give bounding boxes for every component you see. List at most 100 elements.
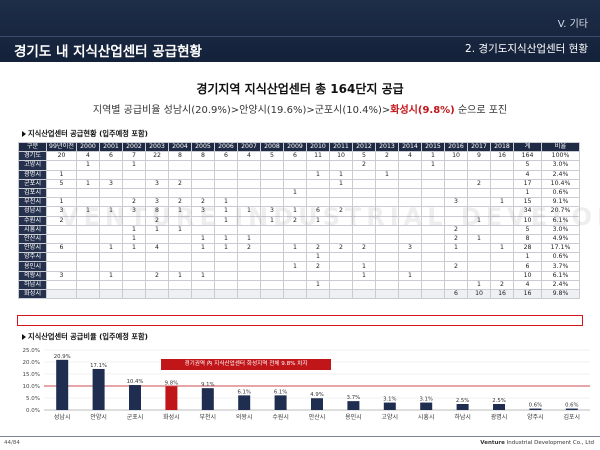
table-cell: 2 bbox=[352, 243, 376, 254]
table-cell: 8 bbox=[513, 233, 542, 245]
table-cell: 6 bbox=[444, 288, 468, 300]
table-cell: 2 bbox=[168, 178, 192, 189]
table-cell bbox=[237, 178, 261, 189]
table-cell bbox=[260, 243, 284, 254]
table-cell bbox=[467, 160, 491, 171]
supply-table: 구분 99년이전 2000 2001 2002 2003 2004 2005 2006 2007 2… bbox=[18, 141, 580, 300]
table-cell: 2 bbox=[375, 151, 399, 162]
table-cell: 4.9% bbox=[541, 233, 580, 245]
table-cell bbox=[237, 270, 261, 281]
region-name-cell: 하남시 bbox=[18, 279, 47, 291]
table-cell bbox=[306, 160, 330, 171]
table-cell bbox=[421, 233, 445, 245]
table-cell: 2.4% bbox=[541, 169, 580, 180]
region-name-cell: 성남시 bbox=[18, 206, 47, 217]
table-cell bbox=[76, 279, 100, 291]
table-cell: 1 bbox=[214, 243, 238, 254]
table-header-cell: 2005 bbox=[191, 141, 215, 153]
table-cell bbox=[283, 288, 307, 300]
table-cell bbox=[145, 233, 169, 245]
table-cell bbox=[352, 252, 376, 263]
table-row: 양주시 1 1 0.6% bbox=[18, 252, 580, 263]
table-cell bbox=[191, 261, 215, 272]
table-cell: 2 bbox=[237, 243, 261, 254]
data-label: 6.1% bbox=[274, 389, 287, 395]
table-cell bbox=[46, 187, 77, 199]
table-cell bbox=[421, 243, 445, 254]
table-cell bbox=[398, 279, 422, 291]
table-cell: 1 bbox=[421, 160, 445, 171]
table-cell: 3 bbox=[145, 178, 169, 189]
page-number: 44/84 bbox=[4, 440, 20, 446]
region-name-cell: 광명시 bbox=[18, 169, 47, 180]
region-name-cell: 양주시 bbox=[18, 252, 47, 263]
table-cell: 2 bbox=[444, 261, 468, 272]
table-cell: 22 bbox=[145, 151, 169, 162]
table-cell bbox=[260, 261, 284, 272]
bar bbox=[56, 359, 69, 410]
table-cell bbox=[122, 187, 146, 199]
data-label: 6.1% bbox=[237, 389, 250, 395]
category-label: 용인시 bbox=[345, 414, 362, 421]
table-cell bbox=[145, 187, 169, 199]
table-row: 용인시 1 2 1 2 6 3.7% bbox=[18, 261, 580, 272]
data-label: 3.7% bbox=[347, 395, 360, 401]
table-cell bbox=[168, 261, 192, 272]
table-cell bbox=[237, 279, 261, 291]
table-cell: 0.6% bbox=[541, 187, 580, 199]
region-name-cell: 안양시 bbox=[18, 243, 47, 254]
table-cell: 1 bbox=[306, 279, 330, 291]
table-cell bbox=[168, 288, 192, 300]
subline: 지역별 공급비율 성남시(20.9%)>안양시(19.6%)>군포시(10.4%… bbox=[0, 101, 600, 116]
table-cell bbox=[398, 187, 422, 199]
table-cell: 10 bbox=[513, 270, 542, 281]
table-cell bbox=[145, 169, 169, 180]
table-cell: 2 bbox=[352, 160, 376, 171]
table-cell: 1 bbox=[76, 160, 100, 171]
table-cell bbox=[214, 261, 238, 272]
table-cell bbox=[352, 178, 376, 189]
region-name-cell: 고양시 bbox=[18, 160, 47, 171]
table-cell bbox=[260, 279, 284, 291]
y-tick-label: 0.0% bbox=[26, 408, 40, 414]
table-cell bbox=[421, 270, 445, 281]
table-section-label: 지식산업센터 공급현황 (입주예정 포함) bbox=[22, 129, 148, 139]
table-cell: 5 bbox=[513, 160, 542, 171]
table-cell bbox=[168, 252, 192, 263]
table-cell bbox=[214, 279, 238, 291]
triangle-bullet-icon bbox=[22, 131, 26, 137]
table-header-cell: 구분 bbox=[18, 141, 47, 153]
table-cell bbox=[99, 261, 123, 272]
table-cell bbox=[46, 279, 77, 291]
table-header-cell: 2018 bbox=[490, 141, 514, 153]
bar bbox=[92, 368, 105, 410]
y-tick-label: 15.0% bbox=[23, 372, 40, 378]
table-cell: 6 bbox=[46, 243, 77, 254]
table-row: 의왕시 3 1 2 1 1 1 1 10 6.1% bbox=[18, 270, 580, 281]
category-label: 김포시 bbox=[564, 414, 581, 421]
table-cell bbox=[76, 270, 100, 281]
table-cell bbox=[352, 288, 376, 300]
table-cell bbox=[375, 178, 399, 189]
table-cell bbox=[444, 169, 468, 180]
table-cell bbox=[99, 288, 123, 300]
table-cell bbox=[398, 288, 422, 300]
region-name-cell: 안산시 bbox=[18, 233, 47, 245]
table-cell: 100% bbox=[541, 151, 580, 162]
category-label: 시흥시 bbox=[418, 413, 435, 421]
region-name-cell: 의왕시 bbox=[18, 270, 47, 281]
table-cell bbox=[329, 233, 353, 245]
table-cell bbox=[46, 288, 77, 300]
table-header-cell: 2015 bbox=[421, 141, 445, 153]
data-label: 20.9% bbox=[54, 354, 71, 360]
table-cell bbox=[99, 233, 123, 245]
table-cell bbox=[122, 178, 146, 189]
subline-suffix: 순으로 포진 bbox=[454, 105, 508, 116]
table-cell bbox=[421, 178, 445, 189]
table-header-cell: 2010 bbox=[306, 141, 330, 153]
table-row: 김포시 1 1 0.6% bbox=[18, 187, 580, 199]
table-cell bbox=[421, 187, 445, 199]
table-cell bbox=[214, 288, 238, 300]
table-cell bbox=[145, 279, 169, 291]
table-cell bbox=[145, 261, 169, 272]
